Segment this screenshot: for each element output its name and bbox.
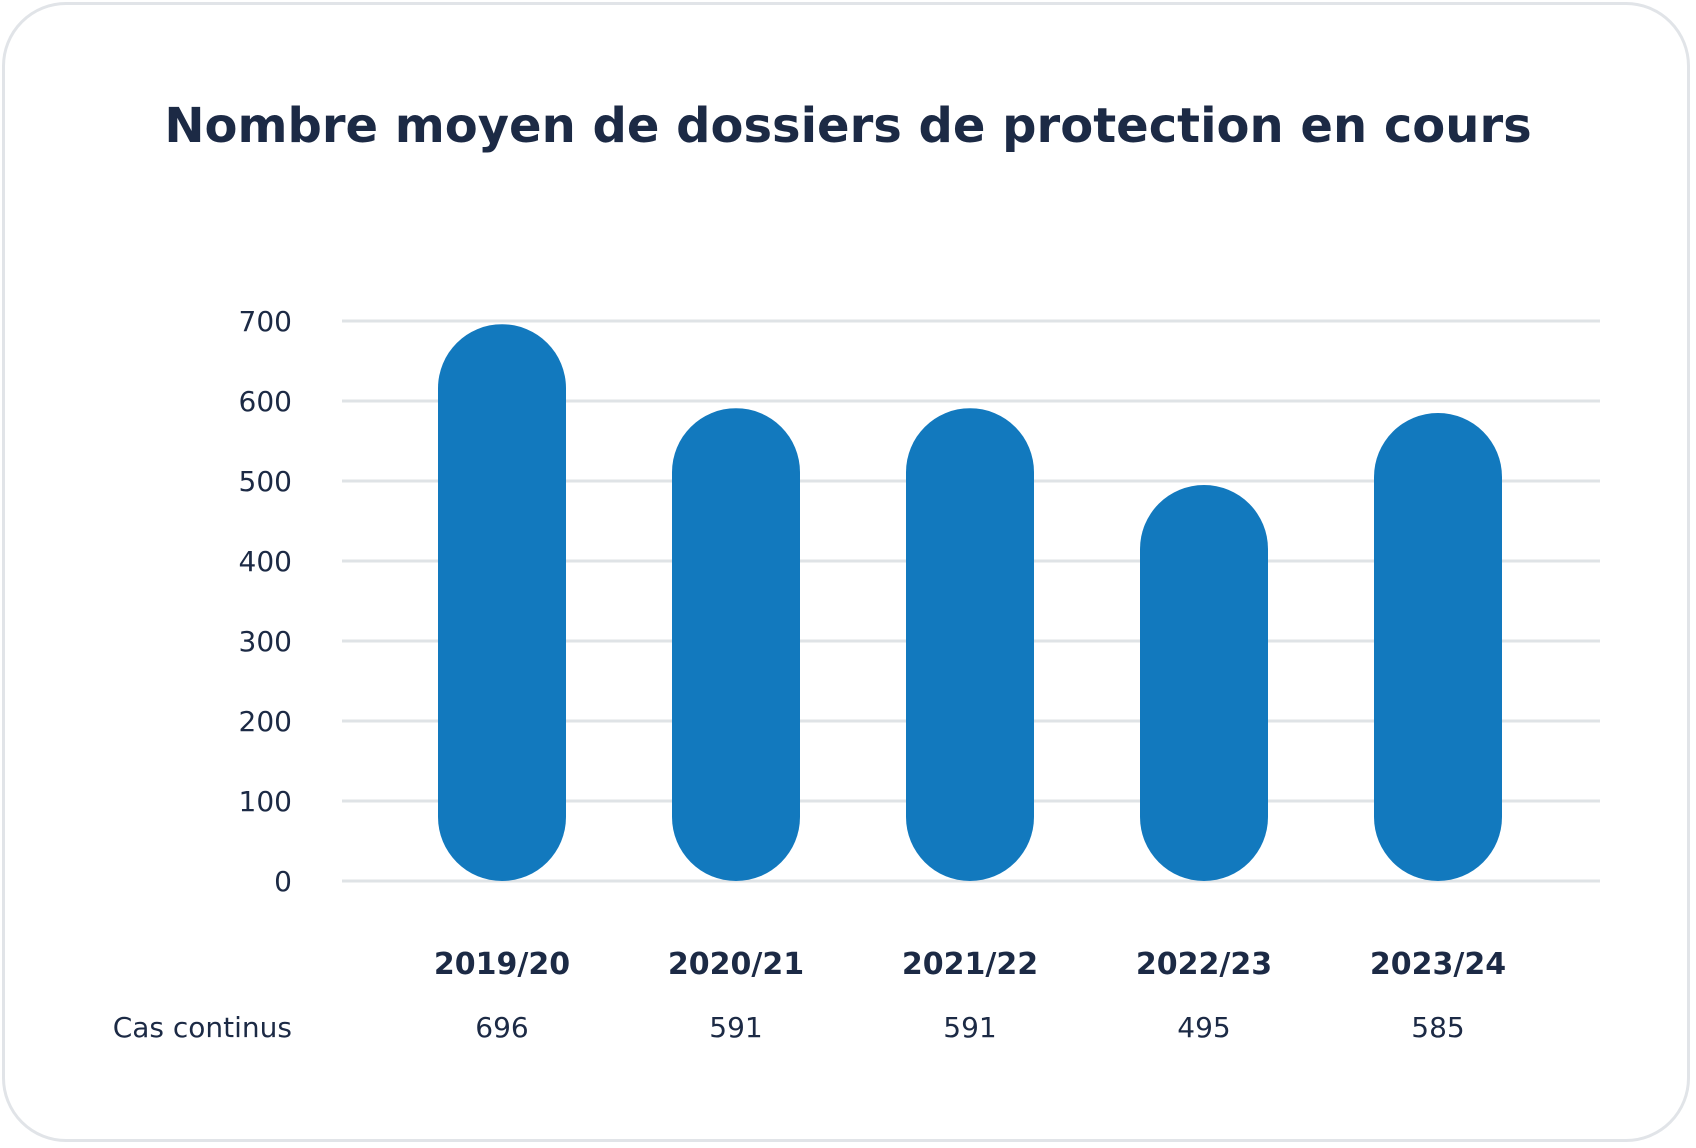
category-label: 2020/21 <box>668 947 804 982</box>
value-label: 696 <box>475 1011 528 1044</box>
bar-2023-24 <box>1374 413 1502 881</box>
category-label: 2022/23 <box>1136 947 1272 982</box>
value-label: 495 <box>1177 1011 1230 1044</box>
y-tick-label: 300 <box>239 625 292 658</box>
bar-2021-22 <box>906 408 1034 881</box>
x-axis-category-labels: 2019/20 2020/21 2021/22 2022/23 2023/24 <box>434 947 1506 982</box>
y-tick-label: 100 <box>239 785 292 818</box>
bars <box>438 324 1502 881</box>
y-axis-tick-labels: 0 100 200 300 400 500 600 700 <box>239 305 292 898</box>
value-label: 585 <box>1411 1011 1464 1044</box>
category-label: 2023/24 <box>1370 947 1506 982</box>
y-tick-label: 500 <box>239 465 292 498</box>
y-tick-label: 400 <box>239 545 292 578</box>
y-tick-label: 600 <box>239 385 292 418</box>
y-tick-label: 700 <box>239 305 292 338</box>
category-label: 2021/22 <box>902 947 1038 982</box>
bar-2019-20 <box>438 324 566 881</box>
y-tick-label: 0 <box>274 865 292 898</box>
bar-2022-23 <box>1140 485 1268 881</box>
value-label: 591 <box>709 1011 762 1044</box>
bar-2020-21 <box>672 408 800 881</box>
y-tick-label: 200 <box>239 705 292 738</box>
value-labels: 696 591 591 495 585 <box>475 1011 1464 1044</box>
category-label: 2019/20 <box>434 947 570 982</box>
chart-title: Nombre moyen de dossiers de protection e… <box>164 98 1532 154</box>
series-row-label: Cas continus <box>113 1011 292 1044</box>
value-label: 591 <box>943 1011 996 1044</box>
